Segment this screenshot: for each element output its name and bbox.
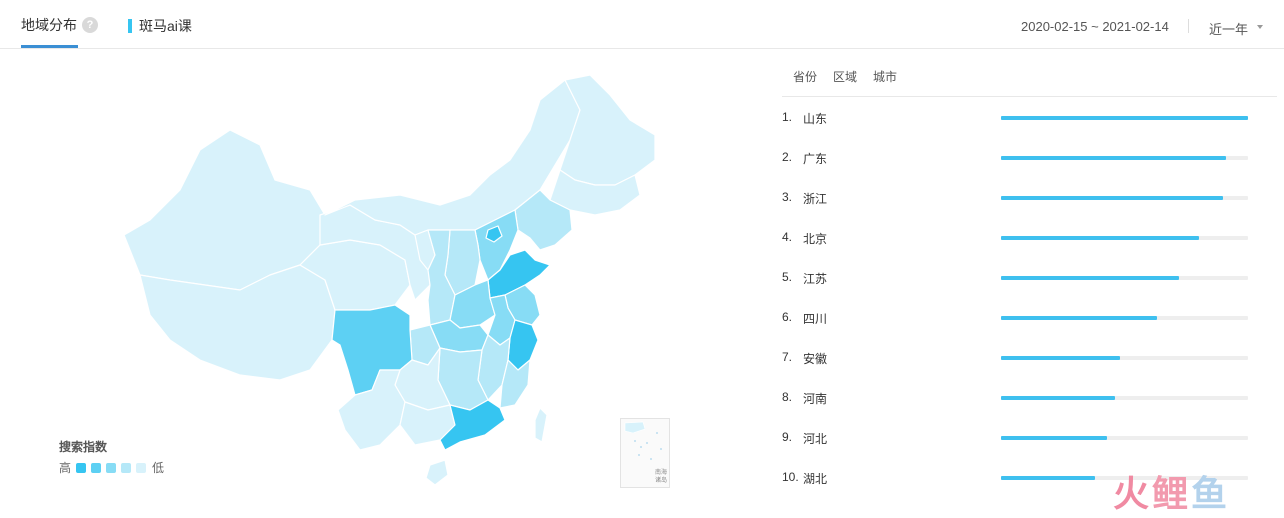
- rank-province-name: 河南: [803, 392, 828, 406]
- region-xinjiang[interactable]: [123, 129, 326, 291]
- legend-high-label: 高: [59, 461, 72, 475]
- rank-province-name: 广东: [803, 152, 828, 166]
- header-divider: [1188, 19, 1189, 33]
- rank-bar-fill: [1001, 356, 1120, 360]
- subtab-city[interactable]: 城市: [873, 70, 898, 84]
- legend-swatch-5: [136, 462, 147, 473]
- rank-province-name: 浙江: [803, 192, 828, 206]
- region-jilin[interactable]: [549, 169, 641, 216]
- watermark-char-3: 鱼: [1191, 473, 1231, 514]
- legend-title: 搜索指数: [59, 440, 108, 454]
- rank-bar-track: [1001, 196, 1248, 200]
- rank-row[interactable]: 7. 安徽: [782, 348, 1252, 368]
- rank-bar-track: [1001, 276, 1248, 280]
- south-china-sea-inset: 南海诸岛: [620, 418, 670, 488]
- rank-province-name: 湖北: [803, 472, 828, 486]
- china-map: [110, 70, 680, 490]
- rank-province-name: 山东: [803, 112, 828, 126]
- rank-province-name: 北京: [803, 232, 828, 246]
- subtabs-divider: [782, 96, 1277, 97]
- rank-bar-track: [1001, 316, 1248, 320]
- rank-bar-fill: [1001, 116, 1248, 120]
- rank-bar-fill: [1001, 316, 1157, 320]
- rank-number: 3.: [782, 190, 793, 204]
- rank-province-name: 安徽: [803, 352, 828, 366]
- rank-bar-track: [1001, 156, 1248, 160]
- rank-bar-track: [1001, 436, 1248, 440]
- region-heilongjiang[interactable]: [559, 74, 656, 186]
- region-taiwan[interactable]: [534, 407, 548, 443]
- rank-number: 2.: [782, 150, 793, 164]
- watermark-logo: 火鲤鱼: [1113, 474, 1230, 514]
- legend-swatch-1: [76, 462, 87, 473]
- subtab-region[interactable]: 区域: [833, 70, 858, 84]
- rank-bar-track: [1001, 476, 1248, 480]
- rank-number: 8.: [782, 390, 793, 404]
- rank-bar-track: [1001, 116, 1248, 120]
- legend-swatch-3: [106, 462, 117, 473]
- period-select[interactable]: 近一年: [1209, 22, 1249, 37]
- region-beijing[interactable]: [485, 225, 503, 243]
- rank-number: 10.: [782, 470, 799, 484]
- tab-region-distribution[interactable]: 地域分布 ?: [21, 15, 98, 35]
- rank-province-name: 四川: [803, 312, 828, 326]
- region-inner-mongolia[interactable]: [324, 79, 581, 236]
- rank-bar-fill: [1001, 436, 1108, 440]
- rank-bar-fill: [1001, 476, 1095, 480]
- keyword-tag: 斑马ai课: [128, 16, 192, 36]
- active-tab-indicator: [21, 45, 78, 48]
- legend-swatch-2: [91, 462, 102, 473]
- legend-low-label: 低: [152, 461, 165, 475]
- region-liaoning[interactable]: [514, 189, 573, 251]
- rank-row[interactable]: 5. 江苏: [782, 268, 1252, 288]
- legend-scale: 高 低: [59, 459, 164, 476]
- tab-label: 地域分布: [21, 17, 77, 33]
- rank-bar-fill: [1001, 156, 1226, 160]
- rank-row[interactable]: 10. 湖北: [782, 468, 1252, 488]
- rank-row[interactable]: 4. 北京: [782, 228, 1252, 248]
- region-hainan[interactable]: [425, 459, 449, 486]
- map-legend: 搜索指数 高 低: [59, 438, 164, 476]
- region-zhejiang[interactable]: [507, 319, 539, 371]
- rank-bar-track: [1001, 236, 1248, 240]
- legend-swatch-4: [121, 462, 132, 473]
- rank-province-name: 江苏: [803, 272, 828, 286]
- subtab-province[interactable]: 省份: [793, 70, 818, 84]
- region-guangdong[interactable]: [439, 399, 506, 451]
- region-fujian[interactable]: [499, 359, 531, 409]
- inset-label: 南海诸岛: [655, 470, 668, 484]
- header-bar: 地域分布 ? 斑马ai课 2020-02-15 ~ 2021-02-14 近一年: [0, 0, 1284, 49]
- rank-bar-fill: [1001, 196, 1224, 200]
- keyword-label: 斑马ai课: [139, 18, 192, 34]
- rank-number: 9.: [782, 430, 793, 444]
- rank-number: 1.: [782, 110, 793, 124]
- rank-bar-fill: [1001, 396, 1115, 400]
- rank-bar-fill: [1001, 236, 1199, 240]
- rank-bar-track: [1001, 396, 1248, 400]
- inset-map-svg: [624, 421, 662, 460]
- rank-row[interactable]: 6. 四川: [782, 308, 1252, 328]
- rank-row[interactable]: 1. 山东: [782, 108, 1252, 128]
- date-range[interactable]: 2020-02-15 ~ 2021-02-14: [1021, 19, 1169, 34]
- rank-number: 6.: [782, 310, 793, 324]
- rank-row[interactable]: 9. 河北: [782, 428, 1252, 448]
- rank-row[interactable]: 2. 广东: [782, 148, 1252, 168]
- help-icon[interactable]: ?: [82, 17, 98, 33]
- caret-down-icon[interactable]: [1257, 25, 1263, 29]
- rank-row[interactable]: 3. 浙江: [782, 188, 1252, 208]
- rank-row[interactable]: 8. 河南: [782, 388, 1252, 408]
- rank-number: 5.: [782, 270, 793, 284]
- rank-province-name: 河北: [803, 432, 828, 446]
- watermark-char-2: 鲤: [1152, 473, 1192, 514]
- rank-number: 4.: [782, 230, 793, 244]
- china-map-svg: [123, 74, 656, 486]
- rank-bar-fill: [1001, 276, 1179, 280]
- keyword-color-mark: [128, 19, 132, 33]
- rank-bar-track: [1001, 356, 1248, 360]
- watermark-char-1: 火: [1113, 473, 1153, 514]
- ranking-subtabs: 省份 区域 城市: [793, 68, 913, 85]
- rank-number: 7.: [782, 350, 793, 364]
